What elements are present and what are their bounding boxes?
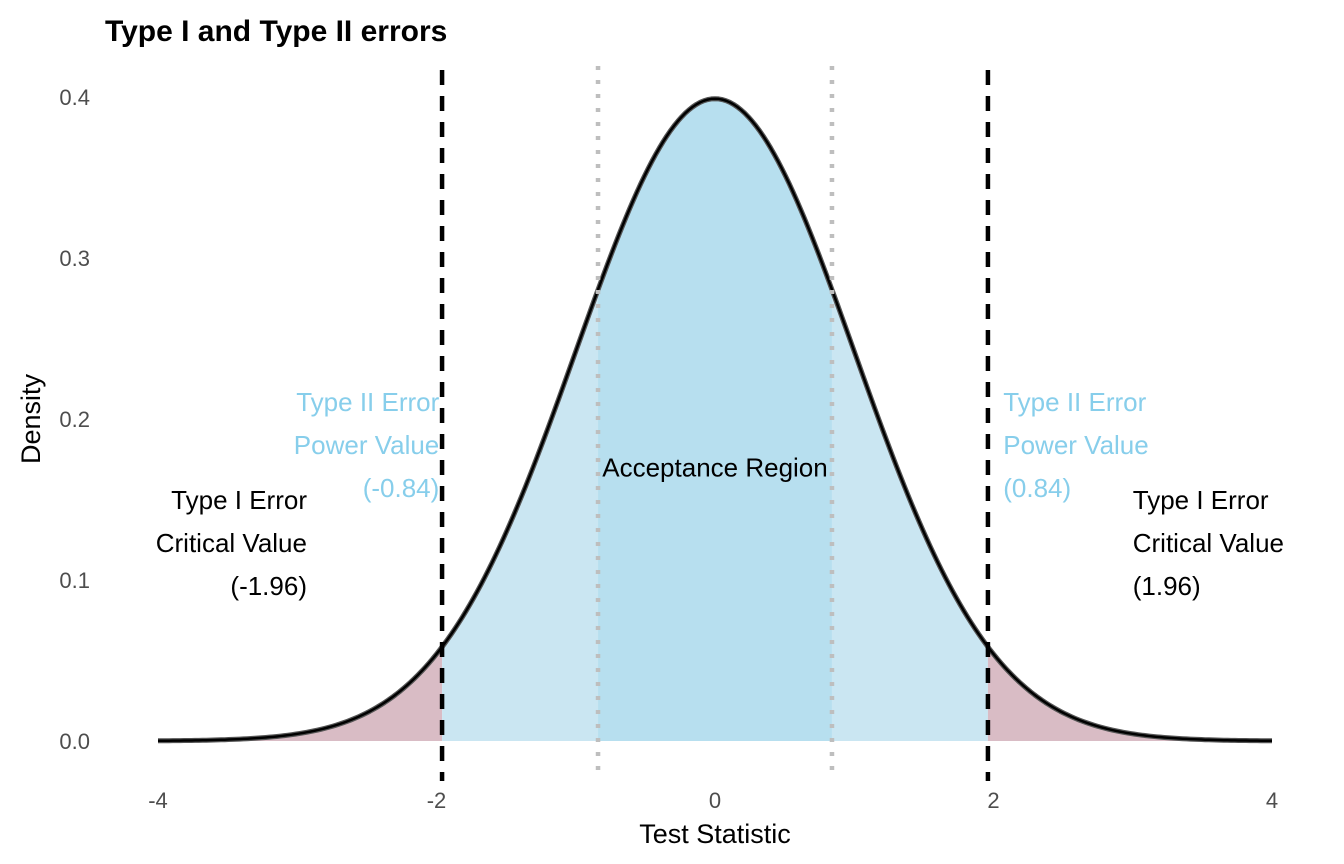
annotation-type2-right: Type II Error Power Value (0.84)	[1003, 387, 1149, 503]
annotation-type1-left: Type I Error Critical Value (-1.96)	[156, 485, 308, 601]
annotation-type1-left-line-1: Critical Value	[156, 528, 307, 558]
y-axis-title: Density	[16, 373, 46, 464]
annotation-type1-left-line-0: Type I Error	[171, 485, 307, 515]
annotation-type1-right-line-2: (1.96)	[1133, 571, 1201, 601]
annotation-type1-right: Type I Error Critical Value (1.96)	[1133, 485, 1284, 601]
annotation-type2-left: Type II Error Power Value (-0.84)	[294, 387, 440, 503]
annotation-type2-right-line-2: (0.84)	[1003, 473, 1071, 503]
annotation-acceptance: Acceptance Region	[602, 452, 827, 482]
reference-lines	[439, 66, 991, 781]
annotations: Acceptance Region Type II Error Power Valu…	[156, 387, 1284, 601]
region-fill-0	[158, 646, 443, 741]
region-fill-4	[987, 646, 1272, 741]
region-fills	[158, 98, 1272, 741]
annotation-type2-left-line-1: Power Value	[294, 430, 440, 460]
annotation-type2-right-line-0: Type II Error	[1003, 387, 1146, 417]
x-tick-label-0: -4	[148, 788, 168, 813]
annotation-type1-right-line-0: Type I Error	[1133, 485, 1269, 515]
y-tick-label-0: 0.0	[59, 729, 90, 754]
annotation-type2-left-line-0: Type II Error	[296, 387, 439, 417]
density-curve-layer	[157, 96, 1273, 744]
y-tick-label-2: 0.2	[59, 407, 90, 432]
x-tick-label-2: 0	[709, 788, 721, 813]
y-tick-label-4: 0.4	[59, 85, 90, 110]
annotation-type2-right-line-1: Power Value	[1003, 430, 1149, 460]
x-tick-label-3: 2	[987, 788, 999, 813]
annotation-acceptance-line-0: Acceptance Region	[602, 452, 827, 482]
annotation-type1-left-line-2: (-1.96)	[230, 571, 307, 601]
chart-title: Type I and Type II errors	[105, 15, 447, 48]
y-axis-ticks: 0.0 0.1 0.2 0.3 0.4	[59, 85, 90, 754]
x-tick-label-4: 4	[1266, 788, 1278, 813]
y-tick-label-1: 0.1	[59, 568, 90, 593]
region-fill-2	[598, 98, 832, 741]
density-curve	[157, 97, 1273, 743]
x-axis-title: Test Statistic	[639, 819, 791, 849]
annotation-type1-right-line-1: Critical Value	[1133, 528, 1284, 558]
x-axis-ticks: -4 -2 0 2 4	[148, 788, 1278, 813]
y-tick-label-3: 0.3	[59, 246, 90, 271]
annotation-type2-left-line-2: (-0.84)	[363, 473, 440, 503]
x-tick-label-1: -2	[427, 788, 447, 813]
